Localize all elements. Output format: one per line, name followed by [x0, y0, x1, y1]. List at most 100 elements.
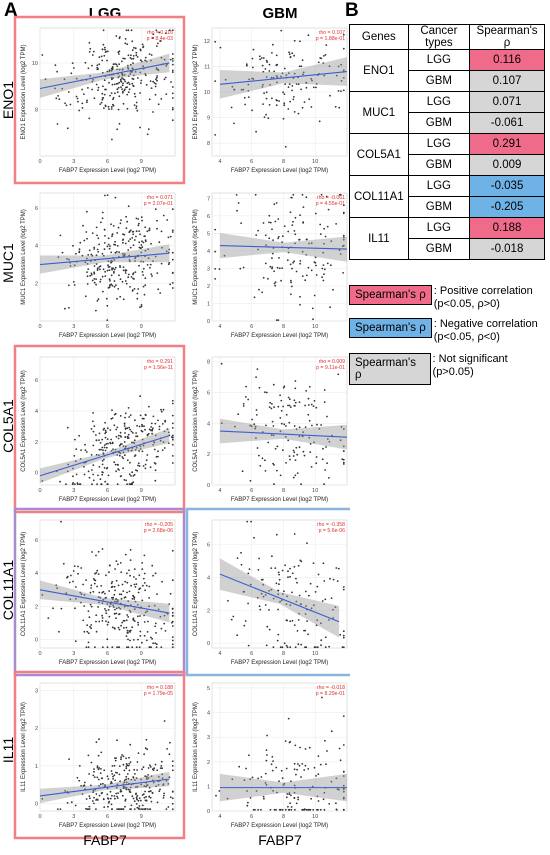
data-point [340, 425, 343, 428]
table-rho-cell: 0.107 [469, 70, 545, 92]
data-point [119, 278, 122, 281]
data-point [322, 447, 324, 450]
data-point [168, 603, 171, 605]
data-point [104, 432, 106, 435]
data-point [247, 572, 250, 575]
data-point [95, 309, 97, 312]
data-point [140, 251, 143, 254]
data-point [284, 145, 287, 148]
data-point [245, 767, 248, 770]
data-point [99, 265, 102, 267]
data-point [168, 753, 171, 756]
data-point [135, 578, 137, 580]
correlation-table: Genes Cancer types Spearman's ρ ENO1 LGG 0… [349, 24, 545, 260]
data-point [127, 276, 130, 279]
data-point [284, 564, 286, 567]
data-point [304, 764, 307, 767]
data-point [110, 223, 112, 226]
data-point [171, 282, 174, 284]
data-point [342, 212, 345, 215]
data-point [268, 237, 271, 240]
data-point [302, 450, 305, 453]
data-point [59, 808, 62, 810]
data-point [93, 776, 96, 778]
data-point [135, 803, 138, 805]
x-axis-label: FABP7 Expression Level (log2 TPM) [231, 497, 328, 503]
data-point [293, 54, 295, 57]
data-point [93, 425, 96, 428]
data-point [111, 233, 114, 236]
data-point [88, 476, 91, 479]
data-point [171, 71, 174, 73]
regression-line [39, 778, 170, 797]
data-point [95, 439, 98, 441]
data-point [141, 417, 144, 420]
data-point [100, 751, 103, 754]
data-point [247, 801, 249, 804]
y-tick-label: 0 [35, 638, 38, 644]
data-point [144, 284, 147, 287]
data-point [111, 646, 114, 649]
data-point [112, 103, 114, 106]
data-point [280, 599, 283, 602]
data-point [338, 106, 341, 109]
data-point [78, 483, 81, 486]
table-rho-cell: 0.291 [469, 133, 545, 155]
data-point [294, 401, 297, 404]
data-point [118, 95, 121, 98]
data-point [85, 231, 88, 233]
data-point [310, 78, 313, 80]
data-point [123, 627, 125, 629]
data-point [131, 597, 134, 600]
data-point [280, 29, 283, 32]
data-point [279, 646, 282, 649]
data-point [87, 808, 90, 810]
data-point [112, 606, 115, 608]
data-point [98, 439, 100, 441]
data-point [110, 106, 113, 108]
data-point [106, 775, 109, 778]
data-point [270, 567, 273, 569]
data-point [154, 208, 157, 211]
data-point [96, 300, 99, 302]
data-point [68, 581, 71, 584]
data-point [312, 405, 315, 407]
data-point [271, 403, 273, 405]
data-point [122, 82, 124, 85]
data-point [154, 625, 157, 628]
data-point [295, 577, 297, 580]
data-point [138, 450, 141, 452]
data-point [59, 480, 61, 483]
data-point [96, 765, 99, 768]
data-point [171, 69, 174, 72]
data-point [134, 95, 137, 98]
data-point [128, 762, 131, 765]
data-point [99, 478, 102, 481]
data-point [268, 221, 270, 224]
data-point [288, 83, 291, 85]
data-point [275, 533, 278, 536]
data-point [122, 445, 125, 447]
data-point [261, 64, 264, 67]
data-point [156, 801, 159, 804]
data-point [72, 244, 74, 247]
data-point [123, 253, 126, 256]
data-point [157, 450, 159, 453]
data-point [106, 194, 109, 197]
y-tick-label: 9 [207, 116, 210, 122]
data-point [117, 584, 120, 587]
data-point [70, 801, 73, 804]
data-point [107, 778, 110, 780]
data-point [129, 549, 132, 551]
data-point [265, 76, 268, 78]
data-point [313, 400, 316, 402]
data-point [137, 799, 140, 802]
data-point [143, 572, 146, 575]
data-point [160, 98, 163, 100]
data-point [155, 643, 158, 646]
data-point [171, 802, 174, 805]
data-point [171, 92, 174, 95]
data-point [146, 639, 148, 642]
data-point [105, 446, 108, 449]
